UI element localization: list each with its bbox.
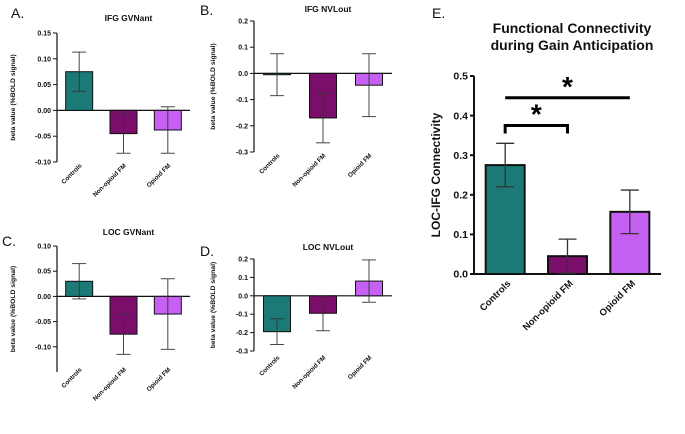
x-category-label: Opioid FM: [347, 152, 374, 179]
y-tick-label: 0.05: [37, 82, 51, 89]
y-tick-label: 0.15: [37, 30, 51, 37]
panel-d: D. LOC NVLout -0.3 -0.2 -0.1 0.0 0.1 0.2 beta va…: [200, 242, 392, 391]
y-tick-label: 0.10: [37, 56, 51, 63]
y-tick-label: -0.3: [236, 348, 248, 355]
x-category-label: Non-opioid FM: [92, 162, 128, 198]
y-tick-label: -0.1: [236, 312, 248, 319]
x-category-label: Controls: [60, 366, 84, 390]
y-tick-label: 0.0: [238, 293, 248, 300]
significance-bracket: [503, 124, 569, 134]
y-tick-label: -0.05: [35, 319, 51, 326]
y-tick-label: 0.05: [37, 269, 51, 276]
y-tick-label: -0.2: [236, 330, 248, 337]
x-category-label: Controls: [60, 162, 84, 186]
x-category-label: Controls: [258, 152, 282, 176]
y-tick-label: 0.10: [37, 243, 51, 250]
y-tick-label: 0.00: [37, 108, 51, 115]
chart-title: LOC GVNant: [103, 227, 155, 237]
y-axis-label: beta value (%BOLD signal): [210, 43, 217, 130]
y-tick-label: 0.2: [238, 256, 248, 263]
chart-title-line: Functional Connectivity: [493, 20, 652, 36]
x-category-label: Controls: [478, 278, 513, 313]
y-axis-label: beta value (%BOLD signal): [10, 266, 17, 353]
y-tick-label: 0.3: [453, 150, 468, 162]
y-tick-label: 0.1: [238, 45, 248, 52]
x-category-label: Opioid FM: [146, 366, 173, 393]
y-tick-label: 0.5: [453, 71, 468, 83]
panel-label: A.: [11, 5, 24, 21]
x-category-label: Non-opioid FM: [92, 366, 128, 402]
y-axis-label: beta value (%BOLD signal): [10, 54, 17, 141]
y-tick-label: -0.1: [236, 97, 248, 104]
panel-b: B. IFG NVLout -0.3 -0.2 -0.1 0.0 0.1 0.2 beta va…: [200, 2, 392, 189]
y-axis-label: beta value (%BOLD signal): [210, 262, 217, 349]
x-category-label: Opioid FM: [347, 354, 374, 381]
y-axis-label: LOC-IFG Connectivity: [429, 112, 443, 237]
y-tick-label: 0.1: [238, 275, 248, 282]
significance-star: *: [562, 71, 573, 102]
y-tick-label: 0.2: [453, 189, 468, 201]
panel-label: B.: [200, 2, 213, 18]
x-category-label: Non-opioid FM: [291, 354, 327, 390]
y-tick-label: -0.05: [35, 134, 51, 141]
y-tick-label: -0.2: [236, 123, 248, 130]
y-tick-label: -0.10: [35, 344, 51, 351]
panel-label: C.: [2, 233, 16, 249]
x-category-label: Opioid FM: [146, 162, 173, 189]
x-category-label: Non-opioid FM: [521, 278, 576, 333]
significance-star: *: [531, 99, 542, 130]
x-category-label: Controls: [258, 354, 282, 378]
chart-title: IFG NVLout: [305, 4, 352, 14]
y-tick-label: 0.4: [453, 110, 468, 122]
y-tick-label: 0.1: [453, 229, 468, 241]
x-category-label: Opioid FM: [597, 278, 638, 319]
panel-label: E.: [432, 5, 445, 21]
y-tick-label: -0.10: [35, 159, 51, 166]
chart-title: IFG GVNant: [105, 13, 153, 23]
panel-c: C. LOC GVNant -0.10 -0.05 0.00 0.05 0.10 beta v…: [2, 227, 190, 403]
panel-label: D.: [200, 243, 214, 259]
x-category-label: Non-opioid FM: [291, 152, 327, 188]
chart-title-line: during Gain Anticipation: [491, 37, 654, 53]
y-tick-label: 0.2: [238, 18, 248, 25]
panel-a: A. IFG GVNant -0.10 -0.05 0.00 0.05 0.10 0.15 be…: [10, 5, 190, 199]
chart-title: LOC NVLout: [303, 242, 354, 252]
y-tick-label: 0.0: [453, 269, 468, 281]
y-tick-label: -0.3: [236, 149, 248, 156]
y-tick-label: 0.00: [37, 294, 51, 301]
y-tick-label: 0.0: [238, 71, 248, 78]
